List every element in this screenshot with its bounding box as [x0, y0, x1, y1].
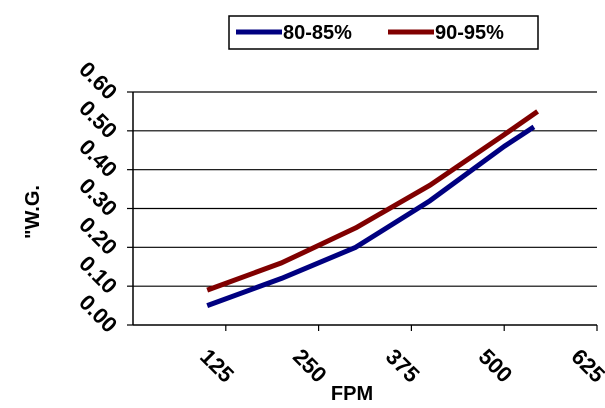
y-tick-label: 0.50 — [74, 95, 122, 143]
y-tick-label: 0.10 — [74, 251, 122, 299]
x-tick-label: 625 — [566, 344, 605, 388]
series-lines — [206, 109, 540, 308]
x-tick-label: 125 — [195, 344, 239, 388]
x-tick-label: 250 — [288, 344, 332, 388]
legend: 80-85% 90-95% — [228, 15, 539, 50]
y-tick-label: 0.60 — [74, 57, 122, 105]
y-tick-labels: 0.000.100.200.300.400.500.60 — [74, 57, 122, 338]
series-line-1 — [206, 124, 536, 308]
axes — [127, 91, 598, 331]
y-tick-label: 0.30 — [74, 173, 122, 221]
y-tick-label: 0.40 — [74, 134, 122, 182]
x-tick-label: 375 — [381, 344, 425, 388]
legend-label: 80-85% — [283, 22, 352, 44]
legend-label: 90-95% — [435, 22, 504, 44]
gridlines — [133, 91, 597, 287]
x-tick-labels: 125 250 375 500 625 — [195, 344, 605, 388]
y-tick-label: 0.00 — [74, 290, 122, 338]
x-tick-label: 500 — [474, 344, 518, 388]
y-axis-title: "W.G. — [22, 185, 44, 239]
x-axis-title: FPM — [331, 383, 373, 405]
series-line-2 — [206, 109, 540, 293]
y-tick-label: 0.20 — [74, 212, 122, 260]
